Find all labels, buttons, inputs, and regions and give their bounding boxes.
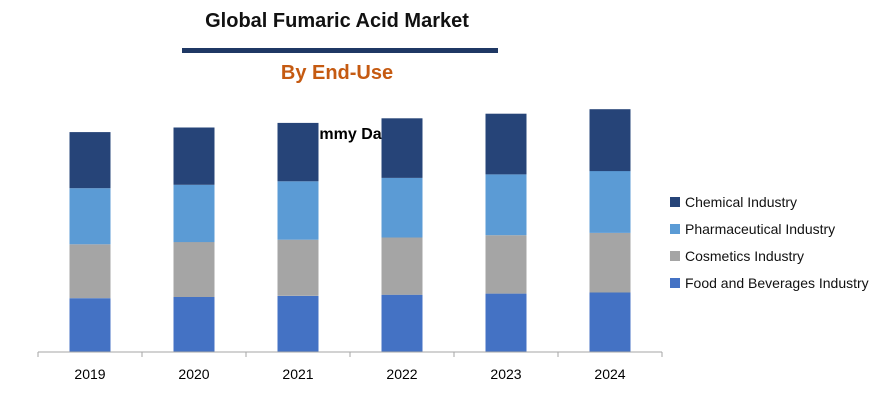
bar-segment-2021-food-and-beverages-industry bbox=[277, 295, 319, 352]
legend-item-food-and-beverages-industry: Food and Beverages Industry bbox=[670, 269, 869, 296]
legend-label: Cosmetics Industry bbox=[685, 247, 805, 264]
x-tick-label: 2021 bbox=[282, 366, 313, 382]
bar-segment-2023-food-and-beverages-industry bbox=[485, 293, 527, 352]
bar-segment-2022-chemical-industry bbox=[381, 118, 423, 178]
bar-segment-2021-cosmetics-industry bbox=[277, 239, 319, 296]
x-axis: 2019 2020 2021 2022 2023 2024 bbox=[37, 351, 663, 382]
bar-segment-2022-pharmaceutical-industry bbox=[381, 177, 423, 238]
chart-legend: Chemical Industry Pharmaceutical Industry… bbox=[670, 188, 869, 296]
bar-segment-2024-food-and-beverages-industry bbox=[589, 292, 631, 352]
bar-segment-2024-chemical-industry bbox=[589, 109, 631, 172]
x-tick-label: 2023 bbox=[490, 366, 521, 382]
bar-segment-2023-chemical-industry bbox=[485, 113, 527, 175]
bar-segment-2023-cosmetics-industry bbox=[485, 235, 527, 294]
bar-segment-2022-cosmetics-industry bbox=[381, 237, 423, 295]
bar-segment-2020-pharmaceutical-industry bbox=[173, 184, 215, 243]
bar-segment-2019-cosmetics-industry bbox=[69, 244, 111, 299]
x-tick-label: 2024 bbox=[594, 366, 625, 382]
bar-segment-2023-pharmaceutical-industry bbox=[485, 174, 527, 236]
legend-swatch bbox=[670, 277, 680, 288]
bar-segment-2021-pharmaceutical-industry bbox=[277, 181, 319, 240]
bar-segment-2024-pharmaceutical-industry bbox=[589, 171, 631, 233]
legend-swatch bbox=[670, 250, 680, 261]
bar-segment-2019-chemical-industry bbox=[69, 132, 111, 189]
legend-swatch bbox=[670, 223, 680, 234]
bar-segment-2022-food-and-beverages-industry bbox=[381, 294, 423, 352]
legend-label: Food and Beverages Industry bbox=[685, 274, 869, 291]
bar-segment-2020-food-and-beverages-industry bbox=[173, 297, 215, 352]
legend-item-cosmetics-industry: Cosmetics Industry bbox=[670, 242, 869, 269]
legend-item-chemical-industry: Chemical Industry bbox=[670, 188, 869, 215]
bars-layer bbox=[69, 109, 631, 352]
chart-title: Dummy Data bbox=[298, 126, 396, 143]
legend-label: Chemical Industry bbox=[685, 193, 798, 210]
title-underline bbox=[182, 48, 498, 53]
legend-item-pharmaceutical-industry: Pharmaceutical Industry bbox=[670, 215, 869, 242]
bar-segment-2019-pharmaceutical-industry bbox=[69, 188, 111, 245]
x-tick-label: 2019 bbox=[74, 366, 105, 382]
bar-segment-2024-cosmetics-industry bbox=[589, 232, 631, 293]
x-tick-label: 2022 bbox=[386, 366, 417, 382]
page-subtitle: By End-Use bbox=[280, 62, 394, 84]
bar-segment-2021-chemical-industry bbox=[277, 122, 319, 182]
page-title: Global Fumaric Acid Market bbox=[205, 10, 469, 32]
bar-segment-2019-food-and-beverages-industry bbox=[69, 298, 111, 352]
legend-swatch bbox=[670, 196, 680, 207]
legend-label: Pharmaceutical Industry bbox=[685, 220, 836, 237]
x-tick-label: 2020 bbox=[178, 366, 209, 382]
bar-segment-2020-chemical-industry bbox=[173, 127, 215, 185]
bar-segment-2020-cosmetics-industry bbox=[173, 242, 215, 297]
